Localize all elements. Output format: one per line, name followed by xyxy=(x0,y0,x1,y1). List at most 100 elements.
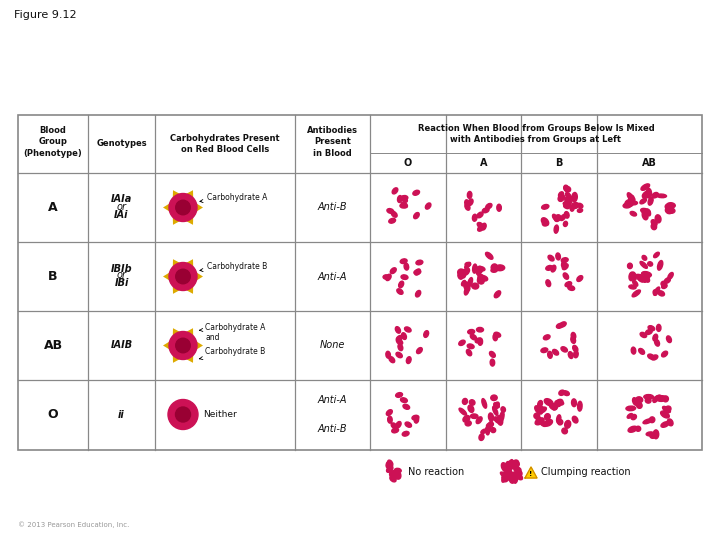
Ellipse shape xyxy=(652,355,658,360)
Polygon shape xyxy=(525,467,537,478)
Ellipse shape xyxy=(644,395,654,399)
Ellipse shape xyxy=(657,260,663,270)
Ellipse shape xyxy=(490,352,495,357)
Ellipse shape xyxy=(564,185,569,192)
Ellipse shape xyxy=(665,204,670,210)
Ellipse shape xyxy=(493,334,498,341)
Text: Figure 9.12: Figure 9.12 xyxy=(14,10,76,20)
Circle shape xyxy=(532,388,586,442)
Ellipse shape xyxy=(470,334,477,340)
Ellipse shape xyxy=(417,348,423,354)
Ellipse shape xyxy=(396,335,402,341)
Ellipse shape xyxy=(661,422,669,427)
Ellipse shape xyxy=(572,416,578,423)
Ellipse shape xyxy=(396,422,401,428)
Ellipse shape xyxy=(490,428,495,433)
Ellipse shape xyxy=(648,262,652,266)
Ellipse shape xyxy=(459,340,465,346)
Ellipse shape xyxy=(661,281,666,286)
Ellipse shape xyxy=(424,330,428,338)
Ellipse shape xyxy=(514,473,521,478)
Ellipse shape xyxy=(641,208,650,214)
Ellipse shape xyxy=(511,474,517,480)
Ellipse shape xyxy=(662,407,670,413)
Ellipse shape xyxy=(557,323,563,328)
Ellipse shape xyxy=(563,273,569,279)
Text: Anti-A

Anti-B: Anti-A Anti-B xyxy=(318,395,347,434)
Ellipse shape xyxy=(562,264,568,269)
Ellipse shape xyxy=(390,268,396,274)
Ellipse shape xyxy=(535,406,542,414)
Ellipse shape xyxy=(632,290,640,297)
Ellipse shape xyxy=(655,215,661,223)
Ellipse shape xyxy=(626,406,636,411)
Ellipse shape xyxy=(552,214,558,221)
Ellipse shape xyxy=(559,390,564,395)
Ellipse shape xyxy=(564,212,569,218)
Ellipse shape xyxy=(404,263,409,270)
Ellipse shape xyxy=(505,462,509,470)
Ellipse shape xyxy=(572,346,578,352)
Ellipse shape xyxy=(548,255,554,261)
Ellipse shape xyxy=(387,410,392,415)
Ellipse shape xyxy=(458,272,464,279)
Ellipse shape xyxy=(506,469,512,475)
Ellipse shape xyxy=(477,276,482,284)
Ellipse shape xyxy=(541,348,548,353)
Ellipse shape xyxy=(546,280,551,287)
Ellipse shape xyxy=(414,213,419,219)
Polygon shape xyxy=(163,328,203,363)
Text: AB: AB xyxy=(43,339,63,352)
Ellipse shape xyxy=(469,400,475,405)
Text: Anti-B: Anti-B xyxy=(318,202,347,213)
Ellipse shape xyxy=(516,473,523,480)
Ellipse shape xyxy=(507,472,516,478)
Ellipse shape xyxy=(401,275,408,279)
Circle shape xyxy=(169,193,197,221)
Text: IAIB: IAIB xyxy=(110,341,132,350)
Ellipse shape xyxy=(648,354,654,359)
Ellipse shape xyxy=(623,203,631,208)
Circle shape xyxy=(623,249,677,303)
Ellipse shape xyxy=(514,467,520,473)
Ellipse shape xyxy=(653,290,657,295)
Text: B: B xyxy=(48,270,58,283)
Ellipse shape xyxy=(464,262,470,268)
Ellipse shape xyxy=(662,351,667,357)
Ellipse shape xyxy=(416,260,423,265)
Circle shape xyxy=(498,458,526,486)
Ellipse shape xyxy=(541,421,546,427)
Ellipse shape xyxy=(389,356,395,363)
Ellipse shape xyxy=(639,348,644,354)
Ellipse shape xyxy=(490,359,495,366)
Ellipse shape xyxy=(551,265,556,272)
Ellipse shape xyxy=(405,327,411,332)
Ellipse shape xyxy=(412,415,419,420)
Ellipse shape xyxy=(643,419,652,424)
Ellipse shape xyxy=(542,221,548,226)
Ellipse shape xyxy=(391,423,397,429)
Ellipse shape xyxy=(642,272,652,277)
Ellipse shape xyxy=(402,333,406,340)
Ellipse shape xyxy=(549,403,557,410)
Ellipse shape xyxy=(485,426,491,432)
Ellipse shape xyxy=(630,198,635,206)
Ellipse shape xyxy=(460,269,468,275)
Ellipse shape xyxy=(491,268,498,272)
Ellipse shape xyxy=(539,406,544,411)
Ellipse shape xyxy=(559,192,564,198)
Ellipse shape xyxy=(538,407,546,413)
Ellipse shape xyxy=(541,205,549,209)
Ellipse shape xyxy=(668,273,673,279)
Circle shape xyxy=(381,319,435,373)
Ellipse shape xyxy=(552,349,559,355)
Ellipse shape xyxy=(667,202,675,208)
Ellipse shape xyxy=(489,421,492,427)
Ellipse shape xyxy=(494,402,499,409)
Circle shape xyxy=(623,388,677,442)
Circle shape xyxy=(623,180,677,234)
Ellipse shape xyxy=(561,347,567,352)
Circle shape xyxy=(176,407,191,422)
Ellipse shape xyxy=(387,460,393,467)
Ellipse shape xyxy=(652,192,658,198)
